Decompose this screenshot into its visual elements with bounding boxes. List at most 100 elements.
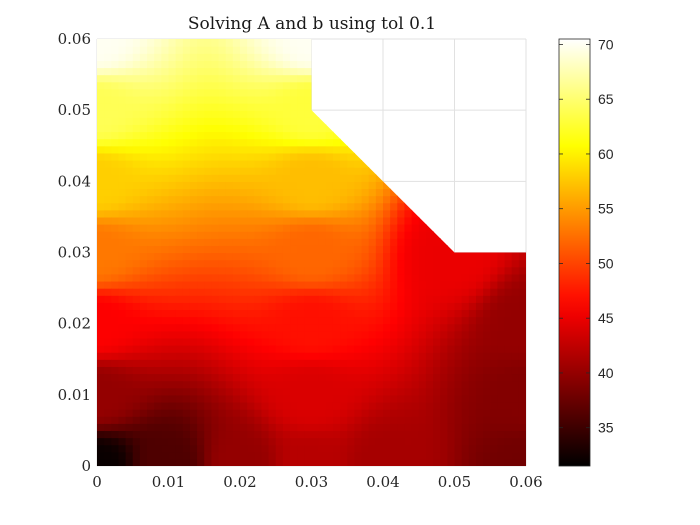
heatmap-cell — [132, 145, 141, 154]
heatmap-cell — [147, 288, 155, 296]
heatmap-cell — [225, 295, 234, 303]
heatmap-cell — [225, 451, 234, 460]
heatmap-cell — [447, 302, 456, 311]
heatmap-cell — [104, 39, 112, 47]
heatmap-cell — [268, 430, 277, 439]
heatmap-cell — [390, 245, 398, 254]
heatmap-cell — [182, 316, 191, 325]
heatmap-cell — [340, 195, 348, 204]
heatmap-cell — [404, 373, 413, 382]
heatmap-cell — [168, 195, 177, 204]
colorbar-tick-label: 35 — [598, 420, 614, 436]
heatmap-cell — [254, 167, 263, 175]
heatmap-cell — [361, 266, 370, 275]
heatmap-cell — [254, 401, 263, 410]
heatmap-cell — [268, 188, 277, 197]
y-tick-label: 0.02 — [58, 315, 91, 333]
heatmap-cell — [325, 195, 334, 204]
heatmap-cell — [404, 451, 413, 460]
colorbar-tick-label: 55 — [598, 201, 614, 217]
heatmap-cell — [361, 167, 370, 175]
heatmap-cell — [125, 209, 134, 218]
heatmap-cell — [397, 252, 406, 261]
heatmap-cell — [211, 195, 220, 204]
heatmap-cell — [282, 252, 291, 261]
heatmap-cell — [332, 273, 341, 282]
heatmap-cell — [375, 380, 384, 389]
heatmap-cell — [440, 359, 448, 367]
heatmap-cell — [311, 316, 320, 325]
heatmap-cell — [197, 352, 205, 360]
heatmap-cell — [197, 394, 205, 403]
heatmap-cell — [282, 159, 291, 168]
heatmap-cell — [347, 451, 355, 460]
heatmap-cell — [297, 295, 305, 303]
heatmap-cell — [204, 423, 212, 432]
heatmap-cell — [390, 273, 398, 282]
heatmap-cell — [247, 380, 255, 389]
heatmap-cell — [247, 39, 255, 47]
heatmap-cell — [247, 458, 255, 466]
heatmap-cell — [175, 330, 184, 339]
heatmap-cell — [290, 458, 298, 466]
heatmap-cell — [468, 458, 477, 466]
heatmap-cell — [211, 231, 220, 239]
heatmap-cell — [332, 216, 341, 225]
heatmap-cell — [475, 280, 484, 289]
heatmap-cell — [404, 409, 413, 417]
heatmap-cell — [268, 145, 277, 154]
heatmap-cell — [232, 224, 241, 232]
heatmap-cell — [311, 110, 320, 118]
heatmap-cell — [97, 224, 105, 232]
heatmap-cell — [282, 437, 291, 446]
heatmap-cell — [182, 202, 191, 211]
heatmap-cell — [447, 394, 456, 403]
heatmap-cell — [375, 444, 384, 453]
heatmap-cell — [354, 288, 363, 296]
heatmap-cell — [490, 302, 498, 311]
heatmap-cell — [247, 266, 255, 275]
heatmap-cell — [440, 273, 448, 282]
heatmap-cell — [204, 60, 212, 69]
heatmap-cell — [218, 387, 227, 396]
heatmap-cell — [325, 181, 334, 190]
heatmap-cell — [340, 444, 348, 453]
heatmap-cell — [147, 266, 155, 275]
heatmap-cell — [118, 252, 127, 261]
heatmap-cell — [297, 316, 305, 325]
heatmap-cell — [282, 451, 291, 460]
heatmap-cell — [268, 259, 277, 268]
heatmap-cell — [354, 188, 363, 197]
heatmap-cell — [311, 145, 320, 154]
heatmap-cell — [254, 174, 263, 182]
heatmap-cell — [347, 202, 355, 211]
heatmap-cell — [290, 409, 298, 417]
heatmap-cell — [139, 416, 148, 424]
heatmap-cell — [211, 117, 220, 125]
heatmap-cell — [240, 380, 248, 389]
heatmap-cell — [518, 288, 526, 296]
heatmap-cell — [175, 53, 184, 61]
y-tick-label: 0.06 — [58, 30, 91, 48]
heatmap-cell — [290, 380, 298, 389]
heatmap-cell — [132, 74, 141, 83]
heatmap-cell — [218, 138, 227, 147]
heatmap-cell — [189, 380, 198, 389]
heatmap-cell — [325, 302, 334, 311]
heatmap-cell — [511, 458, 520, 466]
heatmap-cell — [240, 444, 248, 453]
heatmap-cell — [147, 323, 155, 332]
heatmap-cell — [504, 288, 513, 296]
heatmap-cell — [154, 416, 162, 424]
heatmap-cell — [497, 295, 506, 303]
heatmap-cell — [475, 380, 484, 389]
heatmap-cell — [118, 81, 127, 90]
heatmap-cell — [189, 195, 198, 204]
heatmap-cell — [168, 174, 177, 182]
heatmap-cell — [225, 231, 234, 239]
heatmap-cell — [125, 238, 134, 246]
heatmap-cell — [354, 345, 363, 353]
heatmap-cell — [247, 145, 255, 154]
heatmap-cell — [297, 195, 305, 204]
heatmap-cell — [197, 46, 205, 54]
